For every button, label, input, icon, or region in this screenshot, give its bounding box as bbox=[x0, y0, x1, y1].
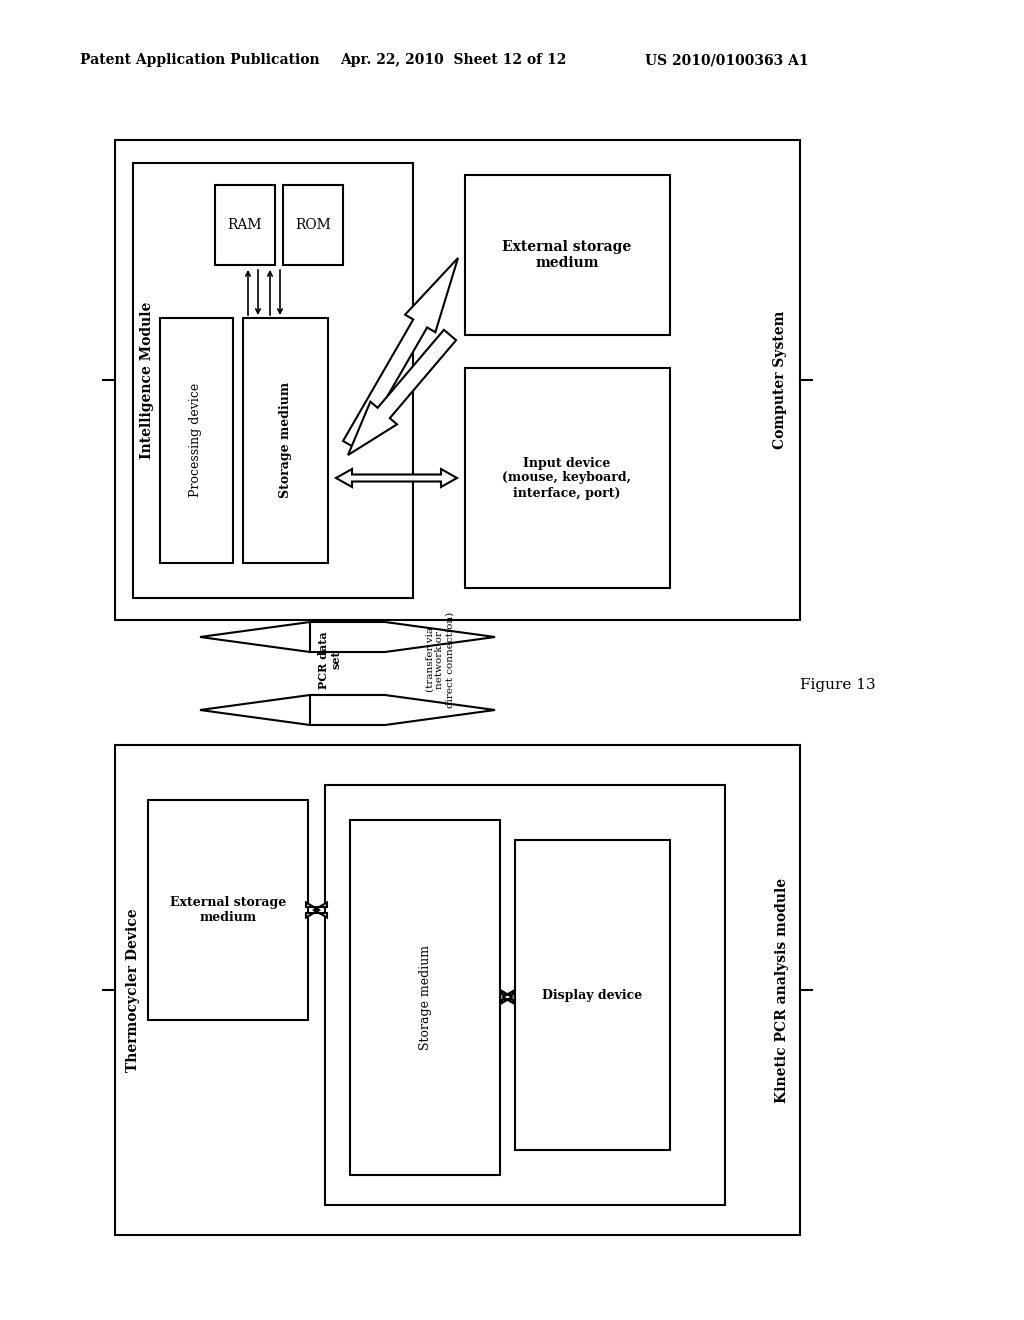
Text: Patent Application Publication: Patent Application Publication bbox=[80, 53, 319, 67]
Bar bbox=[215, 185, 275, 265]
Text: Intelligence Module: Intelligence Module bbox=[140, 301, 154, 458]
Text: Display device: Display device bbox=[542, 989, 642, 1002]
Text: PCR data
set: PCR data set bbox=[318, 631, 342, 689]
Bar bbox=[325, 785, 725, 1205]
Bar bbox=[133, 162, 413, 598]
Text: RAM: RAM bbox=[227, 218, 262, 232]
Polygon shape bbox=[200, 696, 385, 725]
Text: Processing device: Processing device bbox=[189, 383, 203, 498]
Text: (transfer via
network or
direct connection): (transfer via network or direct connecti… bbox=[425, 612, 455, 708]
Polygon shape bbox=[336, 469, 457, 487]
Bar bbox=[465, 368, 670, 587]
Text: Kinetic PCR analysis module: Kinetic PCR analysis module bbox=[775, 878, 790, 1102]
Text: Figure 13: Figure 13 bbox=[800, 678, 876, 692]
Polygon shape bbox=[310, 622, 495, 652]
Text: External storage
medium: External storage medium bbox=[170, 896, 286, 924]
Bar bbox=[515, 840, 670, 1150]
Bar bbox=[160, 318, 233, 564]
Text: Storage medium: Storage medium bbox=[419, 945, 431, 1049]
Bar bbox=[115, 140, 800, 620]
Bar bbox=[148, 800, 308, 1020]
Text: Thermocycler Device: Thermocycler Device bbox=[126, 908, 140, 1072]
Bar bbox=[283, 185, 343, 265]
Text: External storage
medium: External storage medium bbox=[503, 240, 632, 271]
Bar bbox=[465, 176, 670, 335]
Polygon shape bbox=[310, 696, 495, 725]
Text: ROM: ROM bbox=[295, 218, 331, 232]
Text: Computer System: Computer System bbox=[773, 310, 787, 449]
Polygon shape bbox=[343, 257, 458, 449]
Text: Storage medium: Storage medium bbox=[279, 381, 292, 498]
Bar bbox=[115, 744, 800, 1236]
Polygon shape bbox=[348, 330, 456, 455]
Bar bbox=[243, 318, 328, 564]
Polygon shape bbox=[200, 622, 385, 652]
Polygon shape bbox=[306, 903, 327, 917]
Text: US 2010/0100363 A1: US 2010/0100363 A1 bbox=[645, 53, 809, 67]
Polygon shape bbox=[502, 991, 513, 1003]
Bar bbox=[350, 820, 500, 1175]
Text: Apr. 22, 2010  Sheet 12 of 12: Apr. 22, 2010 Sheet 12 of 12 bbox=[340, 53, 566, 67]
Text: Input device
(mouse, keyboard,
interface, port): Input device (mouse, keyboard, interface… bbox=[503, 457, 632, 499]
